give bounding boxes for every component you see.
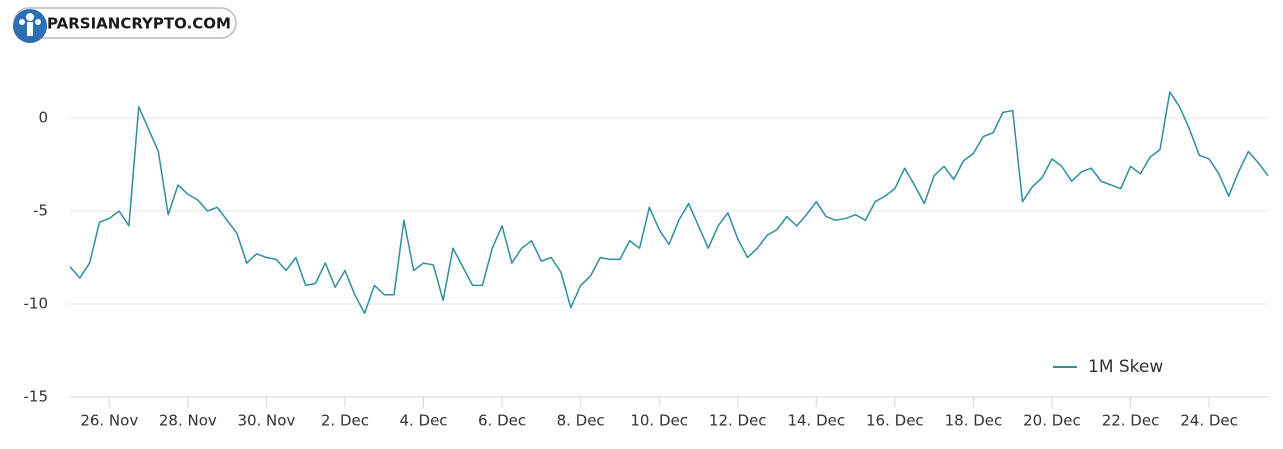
logo: PARSIANCRYPTO.COM: [13, 7, 237, 43]
x-tick-label: 14. Dec: [787, 412, 845, 430]
x-tick-label: 20. Dec: [1023, 412, 1081, 430]
series-line: [69, 91, 1269, 315]
logo-text: PARSIANCRYPTO.COM: [47, 15, 231, 33]
x-tick-label: 8. Dec: [557, 412, 605, 430]
y-tick-label: -5: [33, 202, 48, 220]
x-tick-label: 16. Dec: [866, 412, 924, 430]
x-tick-label: 18. Dec: [945, 412, 1003, 430]
x-tick-label: 6. Dec: [478, 412, 526, 430]
x-tick-label: 12. Dec: [709, 412, 767, 430]
x-tick-label: 30. Nov: [237, 412, 295, 430]
x-tick-label: 4. Dec: [399, 412, 447, 430]
logo-icon-part: [35, 19, 41, 25]
y-tick-label: 0: [38, 109, 48, 127]
x-tick-label: 24. Dec: [1180, 412, 1238, 430]
x-tick-label: 2. Dec: [321, 412, 369, 430]
x-tick-label: 28. Nov: [159, 412, 217, 430]
x-tick-label: 26. Nov: [80, 412, 138, 430]
y-tick-label: -10: [24, 295, 49, 313]
x-tick-label: 22. Dec: [1102, 412, 1160, 430]
legend-label: 1M Skew: [1088, 357, 1163, 377]
logo-icon-part: [27, 22, 33, 36]
y-tick-label: -15: [24, 388, 49, 406]
logo-icon-part: [26, 13, 34, 21]
logo-icon-part: [19, 19, 25, 25]
x-tick-label: 10. Dec: [630, 412, 688, 430]
